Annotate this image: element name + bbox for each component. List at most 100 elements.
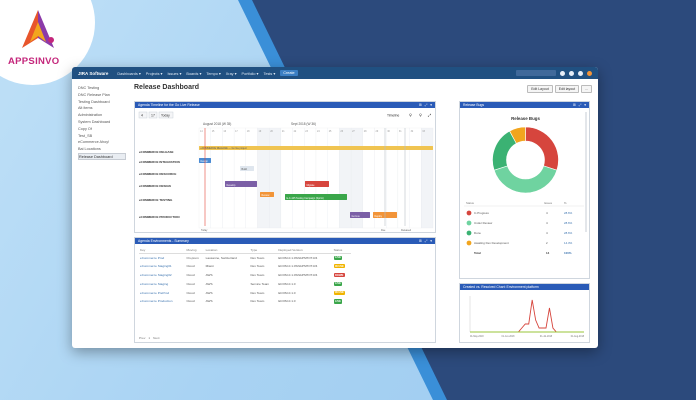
notification-icon[interactable] <box>578 70 583 76</box>
legend-label[interactable]: Awaiting Dev Development <box>474 241 509 245</box>
legend-swatch <box>466 230 472 236</box>
user-avatar-icon[interactable] <box>587 70 592 76</box>
table-row[interactable]: eCommerce PreProd Cloud AWS Dev Team ECOM-0.… <box>139 288 351 297</box>
legend-total-count: 14 <box>546 251 550 255</box>
day-tick-label: 15 <box>212 130 215 133</box>
edit-button[interactable]: Edit layout <box>554 85 580 93</box>
search-icon[interactable]: ⚲ <box>419 113 422 118</box>
menu-dashboards[interactable]: Dashboards ▾ <box>117 71 141 76</box>
zoom-icon[interactable]: ⚲ <box>409 113 412 118</box>
legend-label[interactable]: In Progress <box>474 211 489 215</box>
timeline-label[interactable]: Timeline <box>387 114 400 118</box>
gadget-title: Agenda Timeline for the Go Live Release <box>138 103 200 107</box>
timeline-grid-column <box>233 127 246 229</box>
environment-key-link[interactable]: eCommerce Staging02 <box>140 272 172 277</box>
donut-slice[interactable] <box>509 126 526 144</box>
sidebar-item[interactable]: System Dashboard <box>78 119 111 124</box>
environment-key-link[interactable]: eCommerce Staging <box>140 281 169 286</box>
help-icon[interactable] <box>560 70 565 76</box>
column-header[interactable]: Location <box>204 247 250 254</box>
sidebar-item[interactable]: DNC Release Plan <box>78 92 110 97</box>
table-row[interactable]: eCommerce Prod On-prem Lausanne, Switzerla… <box>139 253 351 262</box>
column-header[interactable]: Moving <box>185 247 205 254</box>
legend-total-label: Total <box>474 251 481 255</box>
day-tick-label: 23 <box>305 130 308 133</box>
table-row[interactable]: eCommerce Production Cloud AWS Dev Team ECOM… <box>139 297 351 306</box>
gadget-tools-icon[interactable]: ⊞ ⤢ ▾ <box>572 103 587 107</box>
table-row[interactable]: eCommerce Staging01 Cloud Miami Dev Team ECO… <box>139 262 351 271</box>
gadget-tools-icon[interactable]: ⊞ ⤢ ▾ <box>418 103 433 107</box>
sidebar-item[interactable]: Alt items <box>78 106 93 111</box>
menu-portfolio[interactable]: Portfolio ▾ <box>241 71 259 76</box>
sidebar-item[interactable]: Testing Dashboard <box>78 99 110 104</box>
menu-boards[interactable]: Boards ▾ <box>186 71 202 76</box>
prev-link[interactable]: Prev <box>139 336 146 340</box>
legend-column-header: Status <box>466 201 475 205</box>
menu-tests[interactable]: Tests ▾ <box>263 71 276 76</box>
create-button[interactable]: Create <box>280 70 298 76</box>
search-input[interactable] <box>516 70 556 76</box>
menu-xray[interactable]: Xray ▾ <box>225 71 237 76</box>
column-header[interactable]: Status <box>332 247 351 254</box>
sidebar-item[interactable]: Test_SB <box>78 133 93 138</box>
more-button[interactable]: ... <box>581 85 592 93</box>
sidebar-item[interactable]: DNC Testing <box>78 86 100 90</box>
table-row[interactable]: eCommerce Staging Cloud AWS Service Team ECO… <box>139 279 351 288</box>
column-header[interactable]: Type <box>249 247 278 254</box>
release-bar[interactable] <box>225 181 257 187</box>
menu-issues[interactable]: Issues ▾ <box>167 71 182 76</box>
zoom-out-button[interactable] <box>138 111 148 119</box>
today-label: Today <box>161 114 170 118</box>
table-cell: ECOM-0.1.0 <box>278 281 296 286</box>
sidebar-item[interactable]: eCommerce Ahoy! <box>78 140 110 145</box>
menu-projects[interactable]: Projects ▾ <box>145 71 163 76</box>
donut-slice[interactable] <box>525 126 559 171</box>
environment-key-link[interactable]: eCommerce Staging01 <box>140 264 172 269</box>
gadget-tools-icon[interactable]: ⊞ ⤢ ▾ <box>418 239 433 243</box>
release-bar[interactable] <box>199 146 433 150</box>
sidebar-item[interactable]: Copy Of <box>78 126 92 131</box>
release-bar[interactable] <box>305 181 329 187</box>
legend-count: 4 <box>546 221 548 225</box>
product-name[interactable]: JIRA Software <box>78 70 109 76</box>
table-cell: Cloud <box>186 264 195 269</box>
zoom-in-button[interactable] <box>148 111 158 119</box>
environment-key-link[interactable]: eCommerce PreProd <box>140 290 170 295</box>
expand-icon[interactable]: ⤢ <box>428 113 432 118</box>
menu-tempo[interactable]: Tempo ▾ <box>206 71 221 76</box>
timeline-marker-label: Released <box>401 229 412 232</box>
settings-icon[interactable] <box>569 70 574 76</box>
status-cell: LIVE <box>333 297 351 306</box>
column-header[interactable]: Deployed Version <box>277 247 333 254</box>
table-cell: Cloud <box>186 299 195 304</box>
column-header[interactable]: Key <box>139 247 186 254</box>
release-bar-label: Develop <box>227 184 236 187</box>
edit-layout-button[interactable]: Edit Layout <box>527 85 553 93</box>
table-cell: Cloud <box>186 281 195 286</box>
sidebar-item[interactable]: Bai Locations <box>78 147 101 152</box>
donut-slice[interactable] <box>493 165 558 194</box>
gadget-title: Agenda Environments - Summary <box>138 239 189 243</box>
scrollbar[interactable] <box>585 112 587 232</box>
table-cell: ECOM-0.1.0SNAPSHOT-R4 <box>278 264 318 269</box>
legend-label[interactable]: Done <box>474 231 481 235</box>
legend-label[interactable]: Under Review <box>474 221 493 225</box>
next-link[interactable]: Next <box>153 336 160 340</box>
day-tick-label: 20 <box>270 130 273 133</box>
table-cell: ECOM-0.1.0SNAPSHOT-R4 <box>278 272 318 277</box>
sidebar-item-release-dashboard[interactable]: Release Dashboard <box>78 152 126 160</box>
environment-key-link[interactable]: eCommerce Prod <box>140 255 165 260</box>
table-cell: Service Team <box>250 281 270 286</box>
environment-key-link[interactable]: eCommerce Production <box>140 299 173 304</box>
release-bar[interactable] <box>350 212 370 218</box>
day-tick-label: 30 <box>387 130 390 133</box>
release-bar[interactable] <box>260 192 274 197</box>
table-row[interactable]: eCommerce Staging02 Cloud AWS Dev Team ECOM-… <box>139 271 351 280</box>
table-cell: ECOM-0.1.0 <box>278 290 296 295</box>
page-number[interactable]: 1 <box>148 336 151 340</box>
sidebar-item[interactable]: Administration <box>78 113 103 118</box>
today-button[interactable] <box>158 111 174 119</box>
table-cell: Dev Team <box>250 299 265 304</box>
release-bar[interactable] <box>285 194 347 200</box>
release-bar[interactable] <box>240 166 254 171</box>
